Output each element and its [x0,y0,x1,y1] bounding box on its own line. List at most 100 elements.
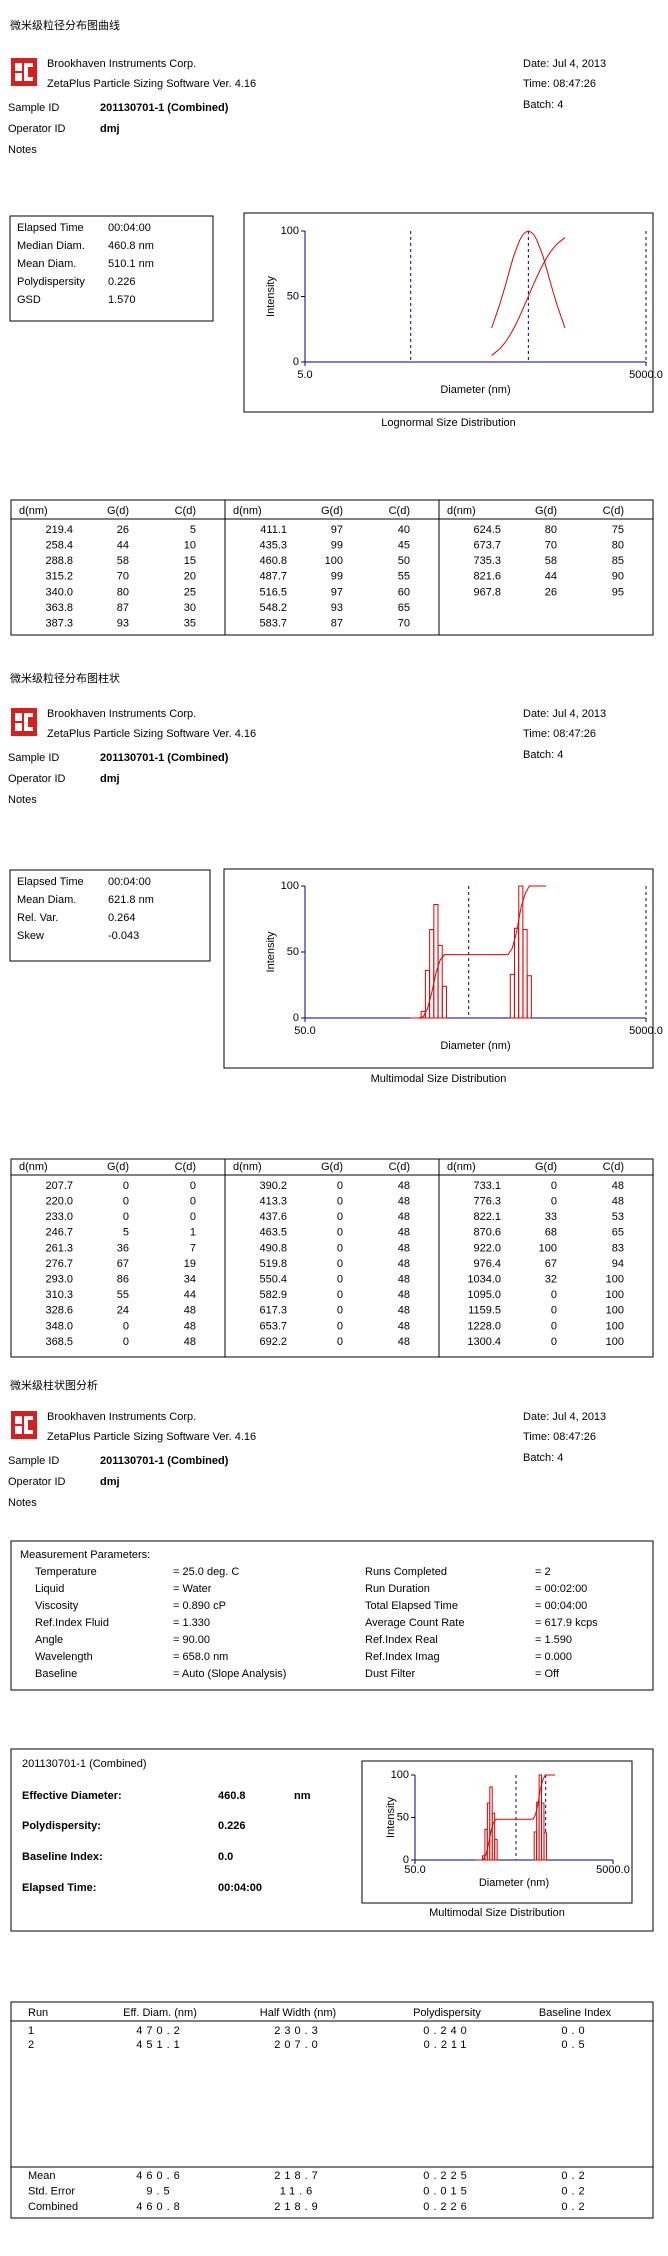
parameter-label: Liquid [35,1583,64,1595]
table-cell: 1228.0 [467,1320,501,1332]
x-axis-label: Diameter (nm) [479,1877,549,1889]
result-label: Elapsed Time: [22,1882,96,1894]
stat-label: Mean Diam. [17,258,76,270]
table-cell: 55 [117,1289,129,1301]
table-cell: 435.3 [259,540,287,552]
table-cell: 48 [184,1305,196,1317]
runs-value: 460.8 [136,2201,184,2213]
table-cell: 15 [184,555,196,567]
parameter-label: Ref.Index Real [365,1634,438,1646]
stat-value: 0.264 [108,912,136,924]
table-cell: 348.0 [45,1320,73,1332]
stat-label: Elapsed Time [17,876,84,888]
table-cell: 550.4 [259,1274,287,1286]
logo-mark [15,1416,33,1434]
table-cell: 99 [331,540,343,552]
table-cell: 32 [545,1274,557,1286]
result-label: Effective Diameter: [22,1790,122,1802]
table-cell: 70 [117,571,129,583]
table-cell: 261.3 [45,1242,73,1254]
y-tick-label: 50 [287,946,299,958]
software: ZetaPlus Particle Sizing Software Ver. 4… [47,78,256,90]
bar [541,1802,545,1861]
table-cell: 5 [123,1227,129,1239]
table-cell: 100 [325,555,343,567]
table-cell: 582.9 [259,1289,287,1301]
table-cell: 460.8 [259,555,287,567]
sample-id: 201130701-1 (Combined) [100,752,229,764]
stat-value: 00:04:00 [108,222,151,234]
runs-header: Run [28,2007,48,2019]
table-cell: 976.4 [473,1258,501,1270]
bar [429,929,435,1019]
table-cell: 258.4 [45,540,73,552]
table-cell: 25 [184,586,196,598]
runs-value: 0.015 [423,2185,471,2197]
table-cell: 967.8 [473,586,501,598]
chart-box [223,868,654,1069]
table-cell: 67 [545,1258,557,1270]
table-cell: 0 [123,1211,129,1223]
runs-value: 0.0 [561,2025,588,2037]
table-cell: 50 [398,555,410,567]
table-cell: 411.1 [260,524,287,536]
bar [433,903,439,1019]
y-tick-label: 100 [281,880,299,892]
result-value: 0.0 [218,1851,233,1863]
x-tick-label: 5.0 [297,369,312,381]
parameter-value: = Water [173,1583,212,1595]
table-cell: 85 [612,555,624,567]
table-cell: 48 [398,1196,410,1208]
table-cell: 45 [398,540,410,552]
operator-label: Operator ID [8,1476,66,1488]
stat-value: 621.8 nm [108,894,154,906]
result-label: Polydispersity: [22,1820,101,1832]
table-cell: 0 [190,1196,196,1208]
software: ZetaPlus Particle Sizing Software Ver. 4… [47,728,256,740]
notes-label: Notes [8,794,37,806]
x-tick-label: 5000.0 [596,1864,630,1876]
runs-label: 2 [28,2039,34,2051]
table-header: C(d) [603,505,624,517]
table-cell: 0 [190,1180,196,1192]
table-cell: 207.7 [45,1180,73,1192]
batch: Batch: 4 [523,99,563,111]
runs-header: Half Width (nm) [260,2007,336,2019]
chart-box [361,1760,633,1904]
table-header: G(d) [321,1161,343,1173]
table-cell: 516.5 [259,586,287,598]
table-cell: 44 [117,540,129,552]
runs-value: 470.2 [136,2025,184,2037]
table-cell: 0 [551,1305,557,1317]
table-cell: 58 [117,555,129,567]
table-cell: 653.7 [259,1320,287,1332]
sample-id: 201130701-1 (Combined) [100,1455,229,1467]
operator-label: Operator ID [8,123,66,135]
table-cell: 0 [337,1196,343,1208]
table-header: C(d) [175,1161,196,1173]
chart-caption: Lognormal Size Distribution [381,417,516,429]
parameter-label: Run Duration [365,1583,430,1595]
table-cell: 48 [398,1227,410,1239]
batch: Batch: 4 [523,749,563,761]
parameter-value: = 658.0 nm [173,1651,228,1663]
table-cell: 48 [398,1258,410,1270]
table-cell: 95 [612,586,624,598]
y-axis-label: Intensity [385,1797,397,1838]
table-cell: 0 [337,1305,343,1317]
table-box [10,499,654,636]
table-header: C(d) [175,505,196,517]
table-cell: 48 [184,1320,196,1332]
table-box [10,1158,654,1358]
table-cell: 0 [337,1320,343,1332]
table-cell: 0 [123,1336,129,1348]
table-cell: 0 [123,1196,129,1208]
runs-value: 218.7 [274,2170,322,2182]
stat-value: 510.1 nm [108,258,154,270]
c-curve [410,885,547,1019]
table-cell: 34 [184,1274,196,1286]
stat-label: Elapsed Time [17,222,84,234]
table-cell: 1095.0 [467,1289,501,1301]
table-cell: 387.3 [45,618,73,630]
